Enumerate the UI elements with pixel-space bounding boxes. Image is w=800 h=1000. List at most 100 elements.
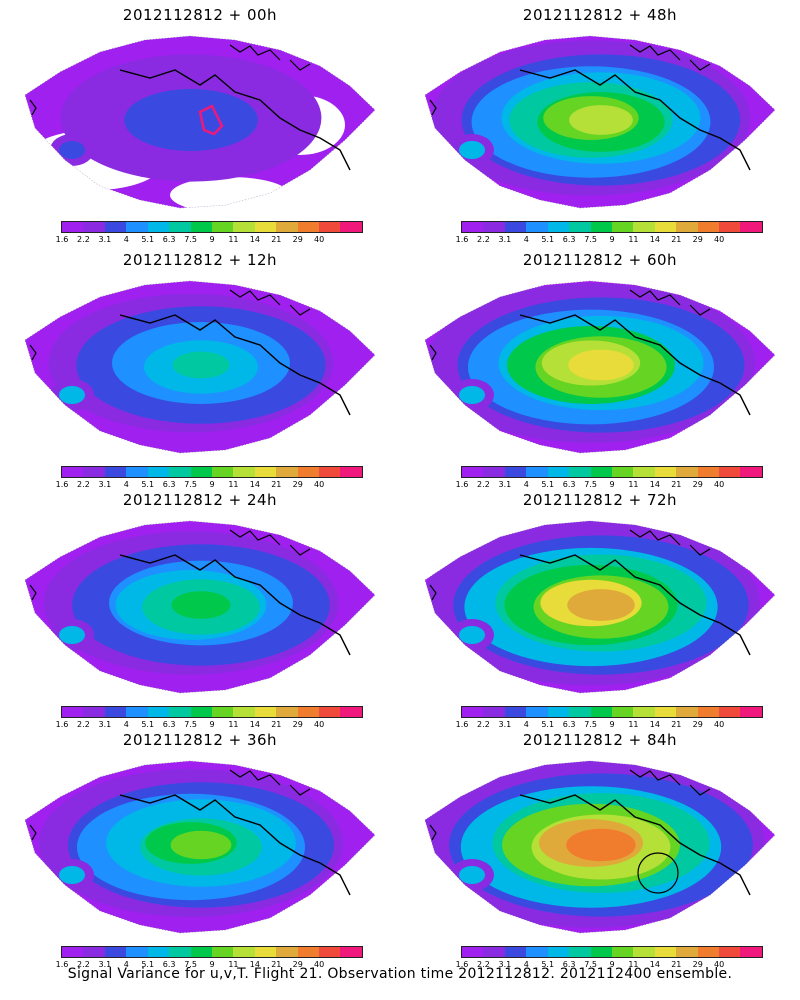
colorbar-label: 11 <box>628 720 639 729</box>
colorbar-label: 40 <box>714 720 725 729</box>
colorbar-segment <box>126 467 148 477</box>
colorbar-segment <box>319 707 341 717</box>
colorbar-segment <box>697 222 720 232</box>
colorbar-label: 1.6 <box>455 960 469 969</box>
colorbar-segment <box>211 467 234 477</box>
colorbar-label: 5.1 <box>141 480 155 489</box>
hotspot-contour <box>198 104 224 136</box>
colorbar-label: 3.1 <box>98 960 112 969</box>
colorbar-label: 40 <box>314 480 325 489</box>
coastline <box>519 314 751 416</box>
colorbar-label: 3.1 <box>498 480 512 489</box>
colorbar-label: 7.5 <box>184 480 197 489</box>
colorbar-segment <box>147 467 170 477</box>
colorbar-segment <box>83 222 105 232</box>
colorbar-segment <box>319 467 341 477</box>
colorbar-segment <box>633 467 655 477</box>
colorbar-segment <box>526 467 548 477</box>
panel-title: 2012112812 + 84h <box>522 731 678 749</box>
colorbar-label: 5.1 <box>141 960 155 969</box>
colorbar-labels: 1.6 2.2 3.1 4 5.1 6.3 7.5 9 11 14 21 29 40 <box>56 720 362 730</box>
variance-map <box>24 280 376 454</box>
colorbar-segment <box>719 947 741 957</box>
colorbar-label: 7.5 <box>184 960 197 969</box>
colorbar-label: 9 <box>209 960 215 969</box>
colorbar-label: 6.3 <box>162 720 176 729</box>
colorbar-segment <box>462 707 484 717</box>
colorbar-segment <box>297 467 320 477</box>
colorbar-label: 2.2 <box>477 235 490 244</box>
colorbar-label: 5.1 <box>541 960 555 969</box>
coastline <box>119 69 351 171</box>
colorbar-label: 14 <box>249 960 260 969</box>
colorbar-label: 11 <box>228 960 239 969</box>
variance-map <box>424 520 776 694</box>
colorbar-segment <box>504 467 527 477</box>
colorbar-segment <box>83 947 105 957</box>
colorbar-segment <box>169 707 191 717</box>
colorbar-segment <box>340 707 362 717</box>
colorbar-segment <box>190 467 212 477</box>
colorbar-segment <box>254 707 277 717</box>
colorbar-segment <box>254 467 277 477</box>
colorbar-segment <box>104 707 127 717</box>
arctic-islands <box>29 529 311 601</box>
colorbar-segment <box>104 947 127 957</box>
colorbar-label: 29 <box>292 720 303 729</box>
colorbar-segment <box>276 222 298 232</box>
colorbar-label: 6.3 <box>162 235 176 244</box>
colorbar-label: 21 <box>271 960 282 969</box>
panel-title: 2012112812 + 12h <box>122 251 278 269</box>
colorbar-label: 7.5 <box>584 480 597 489</box>
colorbar-segment <box>654 707 677 717</box>
colorbar-label: 14 <box>649 720 660 729</box>
colorbar-label: 1.6 <box>455 720 469 729</box>
coastline <box>119 554 351 656</box>
colorbar-segment <box>233 707 255 717</box>
panel-title: 2012112812 + 24h <box>122 491 278 509</box>
colorbar-label: 9 <box>209 235 215 244</box>
colorbar-label: 21 <box>671 480 682 489</box>
colorbar-segment <box>740 467 762 477</box>
colorbar-segment <box>697 467 720 477</box>
colorbar-segment <box>654 467 677 477</box>
arctic-islands <box>429 769 711 841</box>
colorbar-segment <box>569 222 591 232</box>
colorbar-labels: 1.6 2.2 3.1 4 5.1 6.3 7.5 9 11 14 21 29 40 <box>456 960 762 970</box>
colorbar-labels: 1.6 2.2 3.1 4 5.1 6.3 7.5 9 11 14 21 29 40 <box>456 235 762 245</box>
colorbar-label: 29 <box>292 235 303 244</box>
panel-title: 2012112812 + 48h <box>522 6 678 24</box>
colorbar-segment <box>297 947 320 957</box>
colorbar-label: 11 <box>228 480 239 489</box>
panel-title: 2012112812 + 36h <box>122 731 278 749</box>
colorbar-label: 29 <box>692 720 703 729</box>
colorbar-segment <box>147 707 170 717</box>
forecast-panel: 2012112812 + 84h 1.6 2.2 3.1 4 5.1 6.3 7.5 9 11 14… <box>400 725 800 970</box>
colorbar-label: 11 <box>628 960 639 969</box>
colorbar-segment <box>719 707 741 717</box>
colorbar-segment <box>590 467 612 477</box>
colorbar-label: 6.3 <box>162 960 176 969</box>
colorbar-label: 11 <box>628 235 639 244</box>
forecast-panel: 2012112812 + 24h 1.6 2.2 3.1 4 5.1 6.3 7.5 9 11 14… <box>0 485 400 730</box>
colorbar-label: 6.3 <box>562 235 576 244</box>
arctic-islands <box>429 289 711 361</box>
colorbar-label: 3.1 <box>98 720 112 729</box>
colorbar-segment <box>319 222 341 232</box>
colorbar-label: 3.1 <box>498 720 512 729</box>
colorbar <box>61 706 363 718</box>
colorbar-label: 1.6 <box>55 960 69 969</box>
arctic-islands <box>429 529 711 601</box>
colorbar <box>461 706 763 718</box>
colorbar-label: 14 <box>649 480 660 489</box>
colorbar-label: 3.1 <box>498 235 512 244</box>
coastline <box>519 69 751 171</box>
colorbar <box>461 946 763 958</box>
colorbar-label: 6.3 <box>162 480 176 489</box>
colorbar-label: 40 <box>714 960 725 969</box>
colorbar-segment <box>190 222 212 232</box>
colorbar-label: 4 <box>523 720 529 729</box>
colorbar <box>61 946 363 958</box>
colorbar-segment <box>147 947 170 957</box>
colorbar <box>461 221 763 233</box>
